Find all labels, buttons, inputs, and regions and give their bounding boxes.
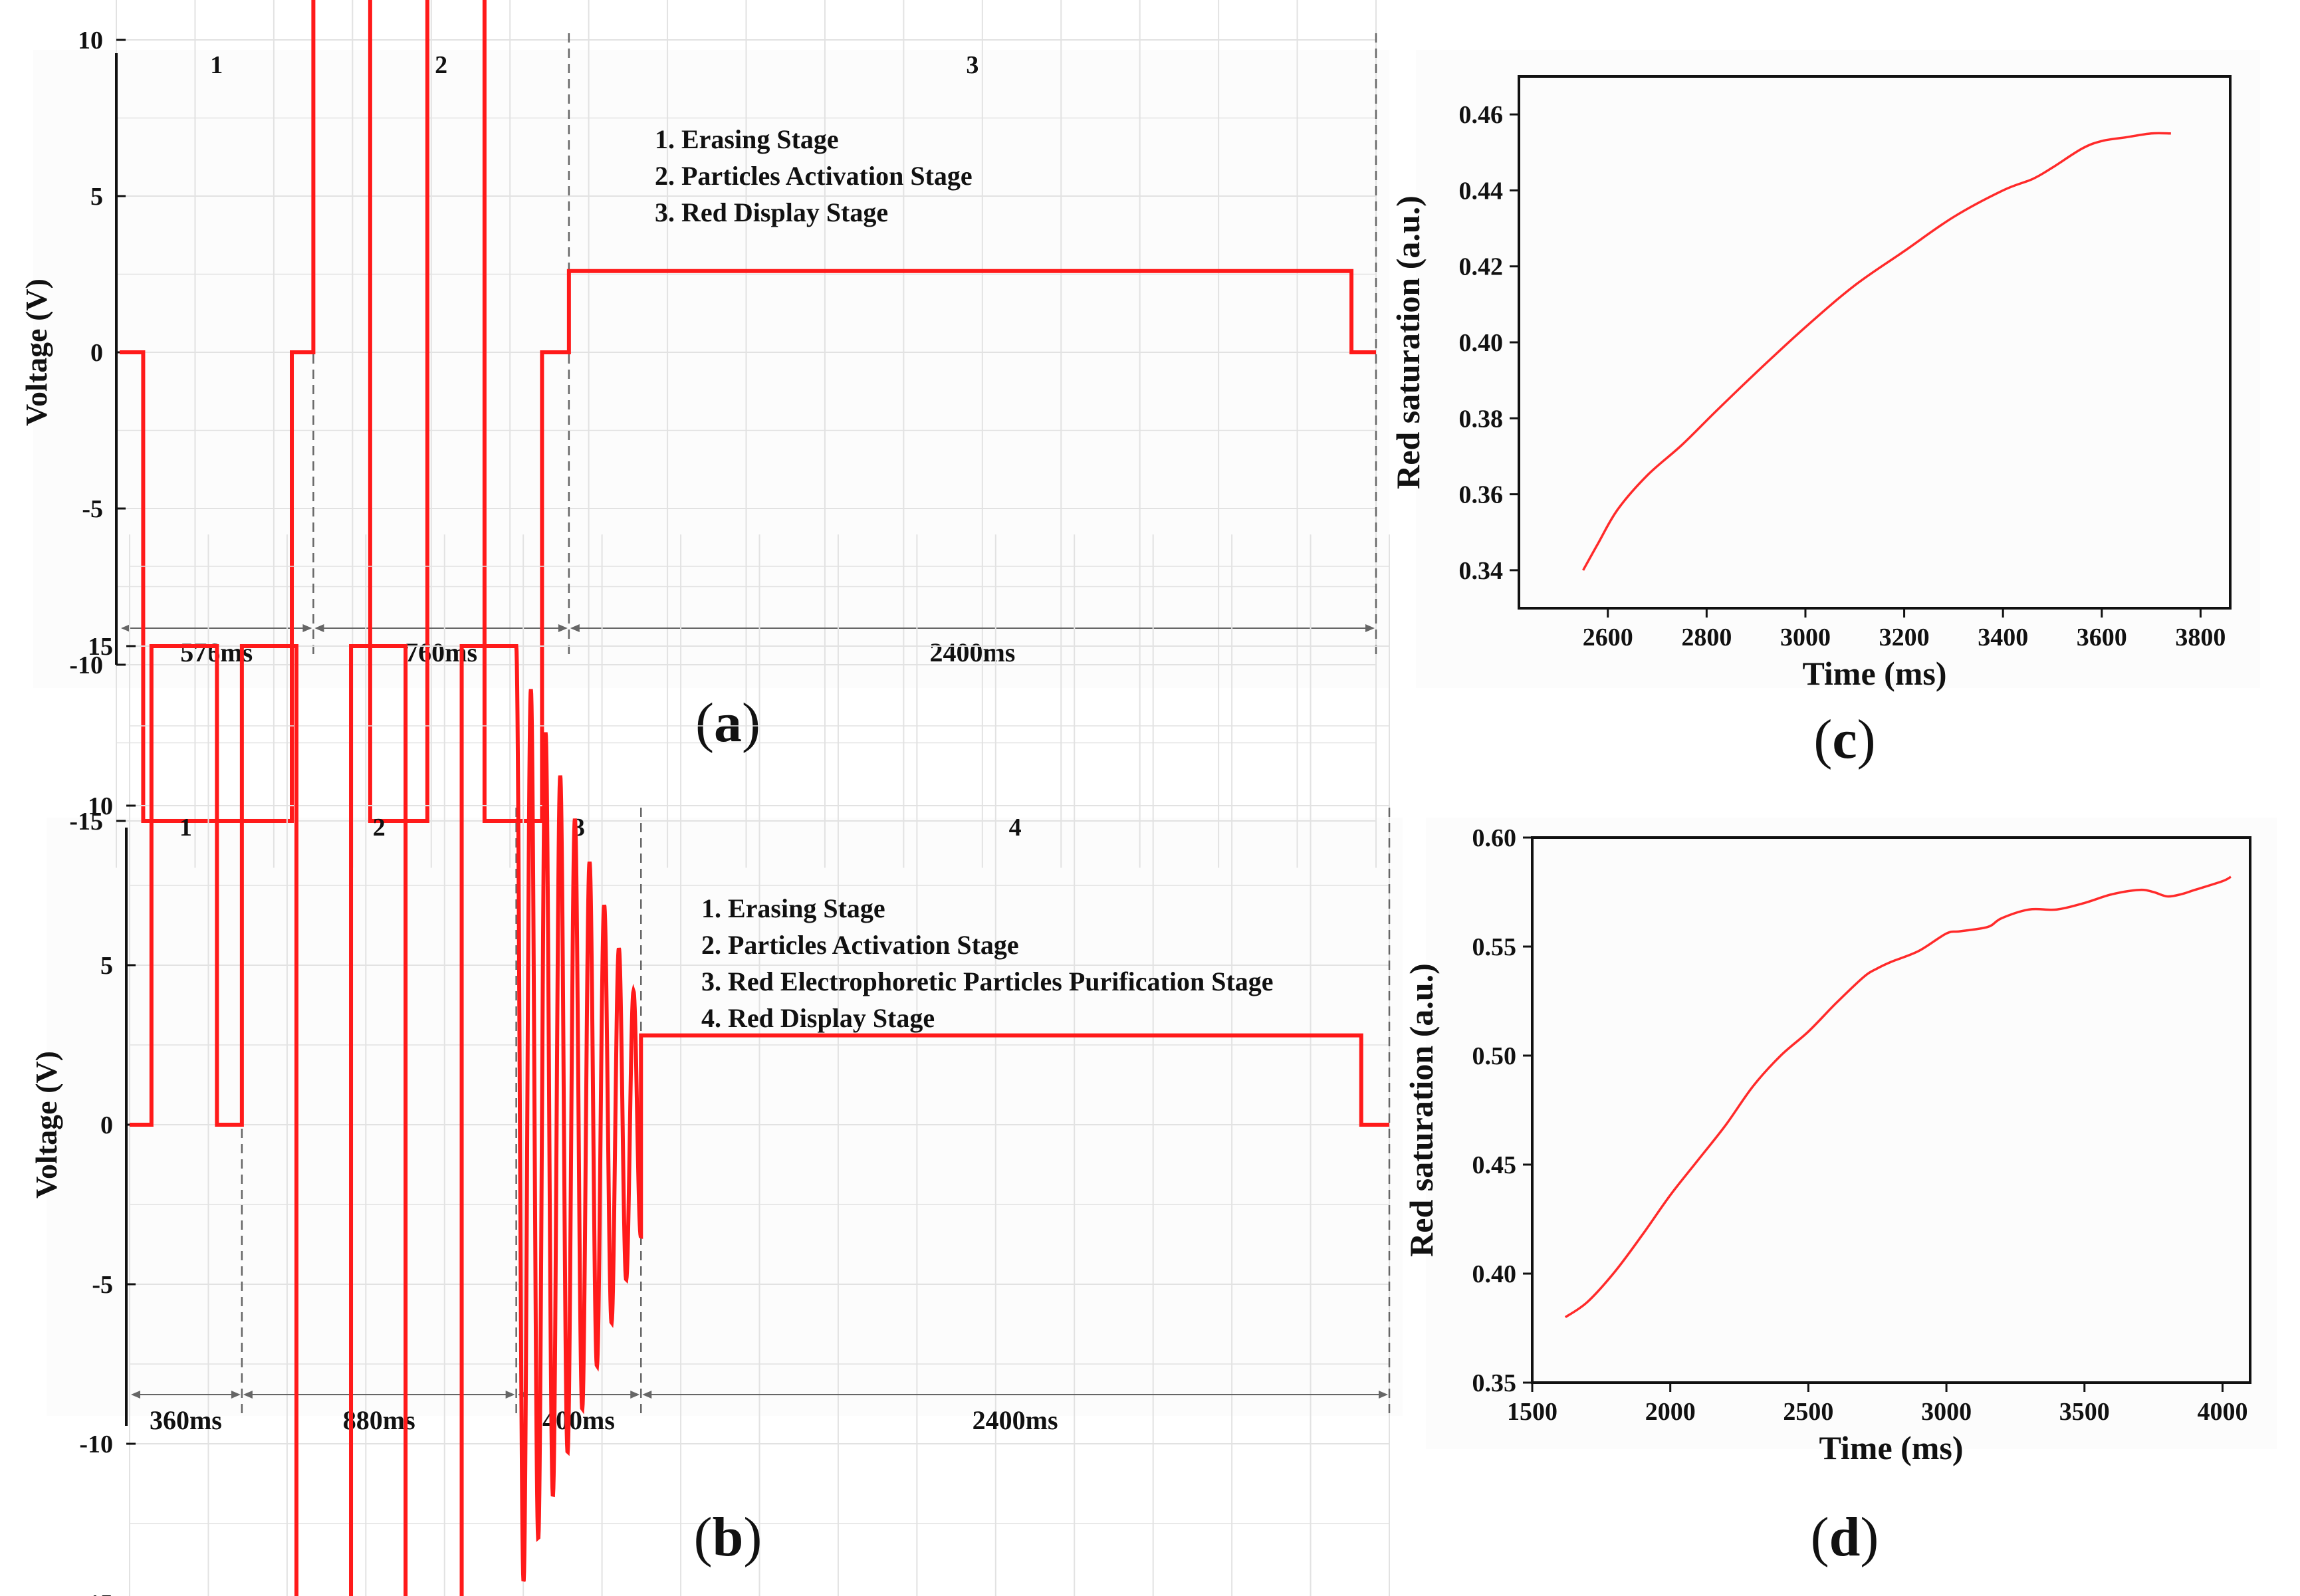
y-tick-label: 5 [90,183,103,211]
y-tick-label: -15 [69,808,103,836]
panel-label: (d) [1811,1506,1879,1568]
y-tick-label: -15 [79,1590,113,1596]
x-tick-label: 2600 [1583,624,1633,651]
x-axis-label: Time (ms) [1819,1429,1963,1466]
y-axis-label: Voltage (V) [19,279,53,426]
y-tick-label: 0.50 [1472,1042,1517,1070]
y-tick-label: 0.44 [1459,177,1504,205]
y-tick-label: 0 [90,339,103,367]
y-tick-label: -5 [82,495,103,523]
duration-arrow-head [570,624,580,632]
duration-arrow-head [302,624,312,632]
duration-arrow-head [630,1391,640,1399]
legend-entry: 1. Erasing Stage [655,124,839,154]
legend-entry: 1. Erasing Stage [701,893,885,923]
panel-background [47,818,1403,1416]
stage-number: 2 [435,51,447,79]
duration-arrow-head [131,1391,140,1399]
stage-duration-label: 880ms [343,1405,415,1435]
x-tick-label: 4000 [2197,1398,2247,1426]
x-tick-label: 3800 [2175,624,2226,651]
y-tick-label: 0.40 [1459,329,1504,357]
y-tick-label: 0.35 [1472,1369,1517,1397]
duration-arrow-head [1365,624,1375,632]
stage-number: 1 [210,51,223,79]
duration-arrow-head [558,624,568,632]
voltage-waveform [130,644,1389,1596]
y-tick-label: -10 [79,1430,113,1458]
stage-number: 4 [1009,814,1022,842]
x-axis-label: Time (ms) [1802,655,1946,692]
y-tick-label: 10 [88,792,113,820]
y-tick-label: 0.55 [1472,933,1517,961]
legend-entry: 3. Red Electrophoretic Particles Purific… [701,967,1274,996]
plot-frame [1531,836,2251,1384]
y-tick-label: 0.42 [1459,253,1504,281]
panel-background [1426,818,2277,1449]
red-saturation-curve [1582,132,2171,571]
panel-background [1416,50,2260,688]
x-tick-label: 3400 [1978,624,2028,651]
y-tick-label: 0.60 [1472,824,1517,852]
red-saturation-curve [1564,875,2232,1319]
x-tick-label: 2000 [1645,1398,1696,1426]
duration-arrow-head [121,624,130,632]
y-tick-label: 0.40 [1472,1260,1517,1288]
y-axis-label: Red saturation (a.u.) [1403,963,1440,1257]
panel-label: (c) [1813,709,1875,770]
y-tick-label: 10 [78,27,103,55]
grid [116,0,1377,868]
panel-label: (a) [695,692,760,754]
y-tick-label: 0.45 [1472,1151,1517,1179]
duration-arrow-head [1379,1391,1388,1399]
stage-number: 1 [179,814,192,842]
y-tick-label: 0.46 [1459,101,1504,129]
legend-entry: 2. Particles Activation Stage [655,161,973,191]
y-tick-label: -10 [69,651,103,679]
stage-duration-label: 2400ms [929,637,1015,667]
y-tick-label: -5 [92,1271,113,1299]
x-tick-label: 3600 [2077,624,2127,651]
y-tick-label: 0.38 [1459,405,1504,433]
duration-arrow-head [314,624,324,632]
y-tick-label: 15 [88,633,113,661]
duration-arrow-head [505,1391,515,1399]
duration-arrow-head [243,1391,253,1399]
duration-arrow-head [231,1391,241,1399]
voltage-waveform [120,0,1376,823]
y-tick-label: 0.34 [1459,557,1504,585]
y-axis-label: Red saturation (a.u.) [1389,195,1427,489]
x-tick-label: 3200 [1879,624,1930,651]
legend-entry: 3. Red Display Stage [655,197,888,227]
x-tick-label: 3000 [1921,1398,1972,1426]
stage-duration-label: 2400ms [973,1405,1058,1435]
chart-panel-d: 1500 2000 2500 3000 3500 4000 0.35 0.40 0.45 0.50… [1403,824,2251,1568]
panel-background [33,50,1389,688]
x-tick-label: 2800 [1681,624,1732,651]
x-tick-label: 3000 [1780,624,1831,651]
x-tick-label: 1500 [1507,1398,1557,1426]
x-tick-label: 2500 [1783,1398,1833,1426]
stage-number: 3 [966,51,978,79]
panel-label: (b) [694,1506,762,1568]
y-axis-label: Voltage (V) [29,1051,63,1198]
y-tick-label: 0.36 [1459,481,1504,509]
legend-entry: 2. Particles Activation Stage [701,930,1019,960]
duration-arrow-head [642,1391,652,1399]
x-tick-label: 3500 [2059,1398,2110,1426]
legend-entry: 4. Red Display Stage [701,1003,935,1033]
y-tick-label: 5 [100,952,113,980]
stage-duration-label: 760ms [405,637,477,667]
chart-panel-c: 2600 2800 3000 3200 3400 3600 3800 0.34 0.36 0.38… [1389,75,2232,770]
y-tick-label: 0 [100,1111,113,1139]
stage-duration-label: 360ms [150,1405,222,1435]
stage-number: 2 [373,814,386,842]
